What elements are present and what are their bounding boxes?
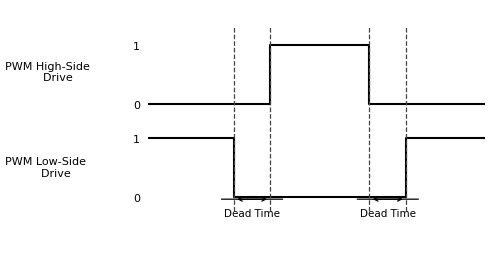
Text: Dead Time: Dead Time <box>360 208 416 218</box>
Text: PWM Low-Side
      Drive: PWM Low-Side Drive <box>5 157 86 178</box>
Text: Dead Time: Dead Time <box>224 208 280 218</box>
Text: PWM High-Side
      Drive: PWM High-Side Drive <box>5 62 90 83</box>
